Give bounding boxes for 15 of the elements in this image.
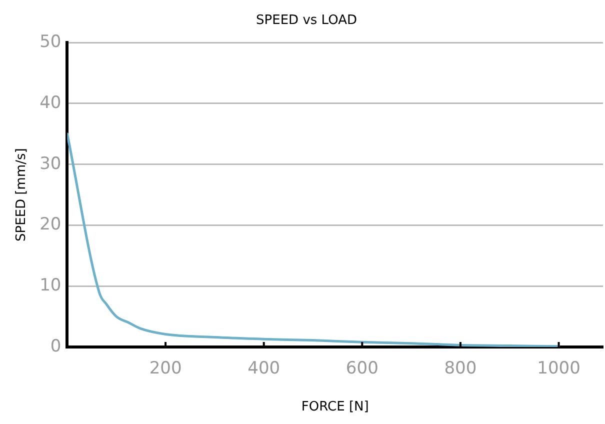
y-tick-label: 40 (40, 92, 62, 113)
y-tick-label: 50 (40, 32, 62, 52)
chart-title: SPEED vs LOAD (256, 13, 357, 28)
x-tick-label: 400 (248, 358, 280, 379)
x-axis-title: FORCE [N] (301, 400, 369, 415)
y-tick-label: 30 (40, 154, 62, 174)
y-tick-label: 20 (40, 214, 62, 235)
x-tick-label: 800 (444, 358, 477, 379)
y-tick-label: 0 (50, 336, 62, 356)
y-tick-label: 10 (40, 276, 62, 296)
x-tick-label: 200 (149, 358, 182, 379)
y-axis-title: SPEED [mm/s] (14, 148, 30, 242)
x-tick-label: 1000 (537, 358, 580, 379)
line-series (67, 132, 560, 347)
x-tick-label: 600 (346, 358, 378, 379)
